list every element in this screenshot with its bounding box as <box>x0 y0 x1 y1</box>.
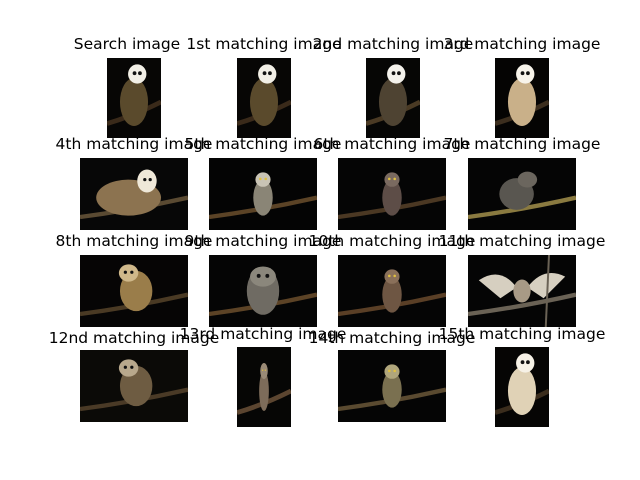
search-image <box>107 58 161 138</box>
match-image <box>338 350 446 422</box>
match-image <box>495 58 549 138</box>
match-image <box>209 158 317 230</box>
match-title: 1st matching image <box>186 35 342 53</box>
match-title: 12nd matching image <box>48 329 220 347</box>
match-image <box>468 158 576 230</box>
match-image <box>468 255 576 327</box>
match-title: 2nd matching image <box>312 35 474 53</box>
match-title: 10th matching image <box>308 232 476 250</box>
match-image <box>80 255 188 327</box>
match-title: 7th matching image <box>443 135 601 153</box>
match-image <box>209 255 317 327</box>
match-title: 14th matching image <box>308 329 476 347</box>
match-title: 11th matching image <box>438 232 606 250</box>
match-title: 4th matching image <box>55 135 213 153</box>
match-image <box>237 58 291 138</box>
match-title: 6th matching image <box>313 135 471 153</box>
match-title: 5th matching image <box>184 135 342 153</box>
match-image <box>366 58 420 138</box>
match-image <box>80 350 188 422</box>
search-image-title: Search image <box>73 35 181 53</box>
match-title: 8th matching image <box>55 232 213 250</box>
match-title: 15th matching image <box>438 325 606 343</box>
match-title: 3rd matching image <box>443 35 601 53</box>
match-image <box>80 158 188 230</box>
match-image <box>338 255 446 327</box>
match-title: 13rd matching image <box>179 325 347 343</box>
match-title: 9th matching image <box>184 232 342 250</box>
match-image <box>237 347 291 427</box>
match-image <box>338 158 446 230</box>
match-image <box>495 347 549 427</box>
